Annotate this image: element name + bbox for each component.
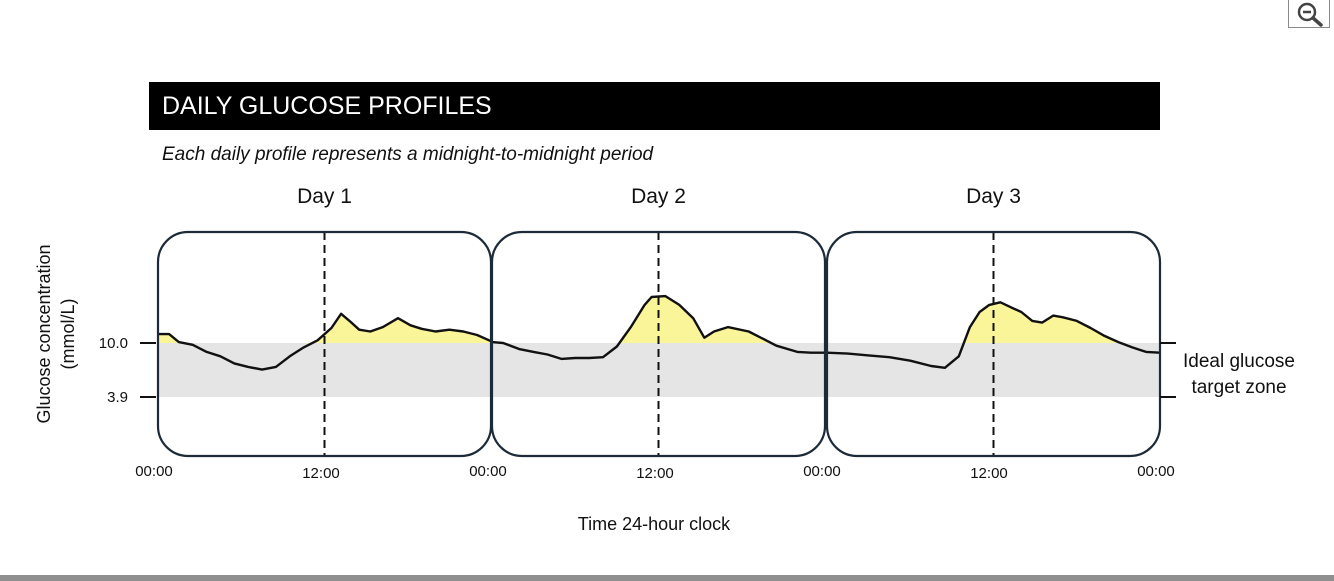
above-target-area-1 (158, 313, 491, 343)
y-axis-label: Glucose concentration (mmol/L) (34, 244, 78, 423)
y-axis-label-line-2: (mmol/L) (58, 299, 78, 370)
x-tick-label-1: 00:00 (135, 463, 173, 480)
glucose-line-1 (158, 312, 492, 371)
x-tick-label-6: 12:00 (970, 465, 1008, 482)
x-tick-label-2: 12:00 (636, 465, 674, 482)
target-zone-label-line-1: Ideal glucose (1183, 351, 1295, 372)
x-tick-label-3: 00:00 (469, 463, 507, 480)
y-axis-label-line-1: Glucose concentration (34, 244, 54, 423)
plot-layer: Day 1 Day 2 Day 3 10.0 3.9 00:00 12:00 00:00 12:… (99, 185, 1176, 482)
chart-subtitle: Each daily profile represents a midnight… (162, 144, 655, 165)
x-axis-label: Time 24-hour clock (578, 514, 731, 534)
title-banner (149, 82, 1160, 130)
above-target-area-2 (492, 296, 825, 343)
panel-title-day-2: Day 2 (631, 185, 686, 208)
panel-frame-2 (490, 230, 827, 458)
above-target-area-3 (827, 302, 1160, 343)
zoom-out-button[interactable] (1288, 0, 1330, 28)
panel-title-day-3: Day 3 (966, 185, 1021, 208)
y-tick-label-2: 3.9 (107, 389, 128, 406)
zoom-out-magnifier-icon (1297, 2, 1323, 27)
bottom-border (0, 575, 1334, 581)
y-tick-label-1: 10.0 (99, 335, 128, 352)
x-tick-label-4: 12:00 (302, 465, 340, 482)
x-tick-label-5: 00:00 (803, 463, 841, 480)
glucose-line-2 (491, 294, 825, 361)
target-zone-label-line-2: target zone (1191, 377, 1286, 398)
panel-title-day-1: Day 1 (297, 185, 352, 208)
glucose-line-3 (826, 301, 1161, 369)
chart-title: DAILY GLUCOSE PROFILES (162, 92, 492, 120)
x-tick-label-7: 00:00 (1137, 463, 1175, 480)
